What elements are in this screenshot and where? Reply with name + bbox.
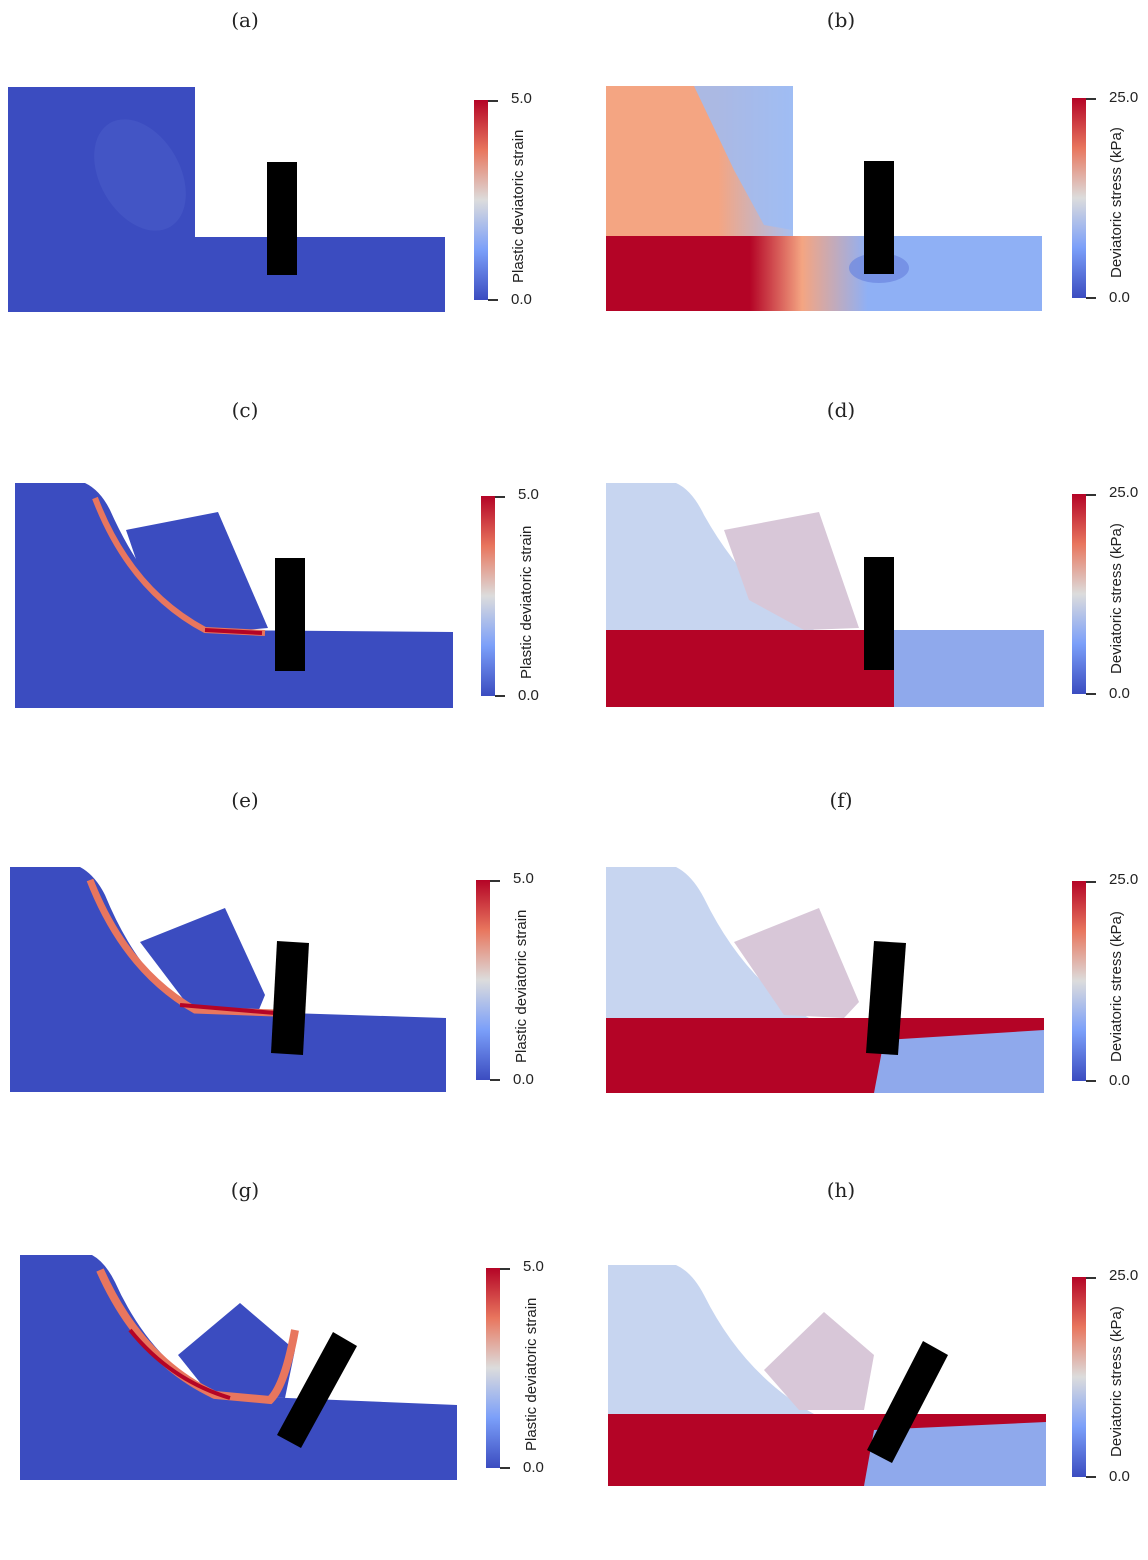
colorbar-label: Deviatoric stress (kPa) [1108, 1306, 1125, 1457]
colorbar [474, 100, 488, 300]
pile [267, 162, 297, 275]
panel-caption: (a) [231, 8, 259, 32]
colorbar-min: 0.0 [513, 1071, 534, 1088]
strain-hint [94, 119, 186, 231]
colorbar-min: 0.0 [1109, 685, 1130, 702]
pile [866, 941, 906, 1055]
pile [867, 1341, 948, 1463]
panel-caption: (e) [231, 788, 259, 812]
strain-plot [20, 1255, 457, 1480]
panel-caption: (h) [826, 1178, 856, 1202]
colorbar-label: Deviatoric stress (kPa) [1108, 911, 1125, 1062]
colorbar-max: 5.0 [513, 870, 534, 887]
shear-band-core [128, 1328, 231, 1400]
lower-soil [606, 236, 1042, 311]
panel-h: (h) 25.0 0.0 Deviatoric stress (kPa) [574, 1170, 1148, 1486]
colorbar-label: Deviatoric stress (kPa) [1108, 127, 1125, 278]
lower-soil-right [894, 630, 1044, 707]
panel-e: (e) 5.0 0.0 Plastic deviatoric strain [0, 780, 574, 1170]
colorbar [1072, 98, 1086, 298]
panel-g: (g) 5.0 0.0 Plastic deviatoric strain [0, 1170, 574, 1560]
sliding-block [126, 512, 268, 634]
colorbar-max: 25.0 [1109, 89, 1139, 106]
colorbar [476, 880, 490, 1080]
strain-plot [15, 483, 453, 708]
colorbar-label: Plastic deviatoric strain [513, 909, 530, 1063]
shear-band-core [179, 1003, 276, 1015]
colorbar-min: 0.0 [1109, 1468, 1130, 1485]
shear-band [92, 496, 266, 636]
lower-soil-right [864, 1422, 1046, 1486]
panel-caption: (d) [826, 398, 856, 422]
lower-soil-right [874, 1030, 1044, 1093]
sliding-block [178, 1303, 295, 1398]
panel-caption: (c) [231, 398, 259, 422]
colorbar-max: 25.0 [1109, 871, 1139, 888]
pile [277, 1332, 357, 1448]
soil-domain [8, 87, 445, 312]
panel-caption: (f) [829, 788, 853, 812]
colorbar [1072, 494, 1086, 694]
panel-b: (b) 25.0 0.0 Deviatoric stress (kPa) [574, 0, 1148, 390]
panel-caption: (g) [230, 1178, 260, 1202]
pile [864, 161, 894, 274]
soil-domain [20, 1255, 457, 1480]
panel-a: (a) 5.0 0.0 Plastic deviatoric strain [0, 0, 574, 390]
colorbar-label: Deviatoric stress (kPa) [1108, 523, 1125, 674]
colorbar-max: 5.0 [511, 90, 532, 107]
upper-soil [608, 1265, 814, 1414]
strain-plot [8, 87, 445, 312]
colorbar-min: 0.0 [523, 1459, 544, 1476]
panel-f: (f) 25.0 0.0 Deviatoric stress (kPa) [574, 780, 1148, 1170]
colorbar [481, 496, 495, 696]
colorbar-min: 0.0 [1109, 1072, 1130, 1089]
sliding-block [734, 908, 859, 1018]
stress-arch [694, 86, 793, 230]
colorbar [1072, 1277, 1086, 1477]
colorbar-max: 25.0 [1109, 1267, 1139, 1284]
sliding-block [140, 908, 265, 1012]
soil-domain [15, 483, 453, 708]
sliding-block [724, 512, 859, 630]
panel-caption: (b) [826, 8, 856, 32]
panel-d: (d) 25.0 0.0 Deviatoric stress (kPa) [574, 390, 1148, 780]
colorbar-min: 0.0 [1109, 289, 1130, 306]
shear-band-core [204, 628, 263, 635]
pile [864, 557, 894, 670]
colorbar-min: 0.0 [518, 687, 539, 704]
sliding-block [764, 1312, 874, 1410]
colorbar [1072, 881, 1086, 1081]
colorbar-max: 5.0 [518, 486, 539, 503]
colorbar-max: 5.0 [523, 1258, 544, 1275]
stress-plot [606, 483, 1044, 707]
strain-plot [10, 867, 446, 1092]
colorbar-label: Plastic deviatoric strain [518, 525, 535, 679]
pile [271, 941, 309, 1055]
colorbar-label: Plastic deviatoric strain [523, 1297, 540, 1451]
colorbar-label: Plastic deviatoric strain [510, 129, 527, 283]
colorbar-min: 0.0 [511, 291, 532, 308]
panel-c: (c) 5.0 0.0 Plastic deviatoric strain [0, 390, 574, 780]
soil-domain [10, 867, 446, 1092]
stress-plot [606, 867, 1044, 1093]
colorbar-max: 25.0 [1109, 484, 1139, 501]
stress-plot [608, 1265, 1046, 1486]
stress-plot [606, 86, 1042, 311]
pile [275, 558, 305, 671]
upper-soil [606, 867, 809, 1018]
colorbar [486, 1268, 500, 1468]
